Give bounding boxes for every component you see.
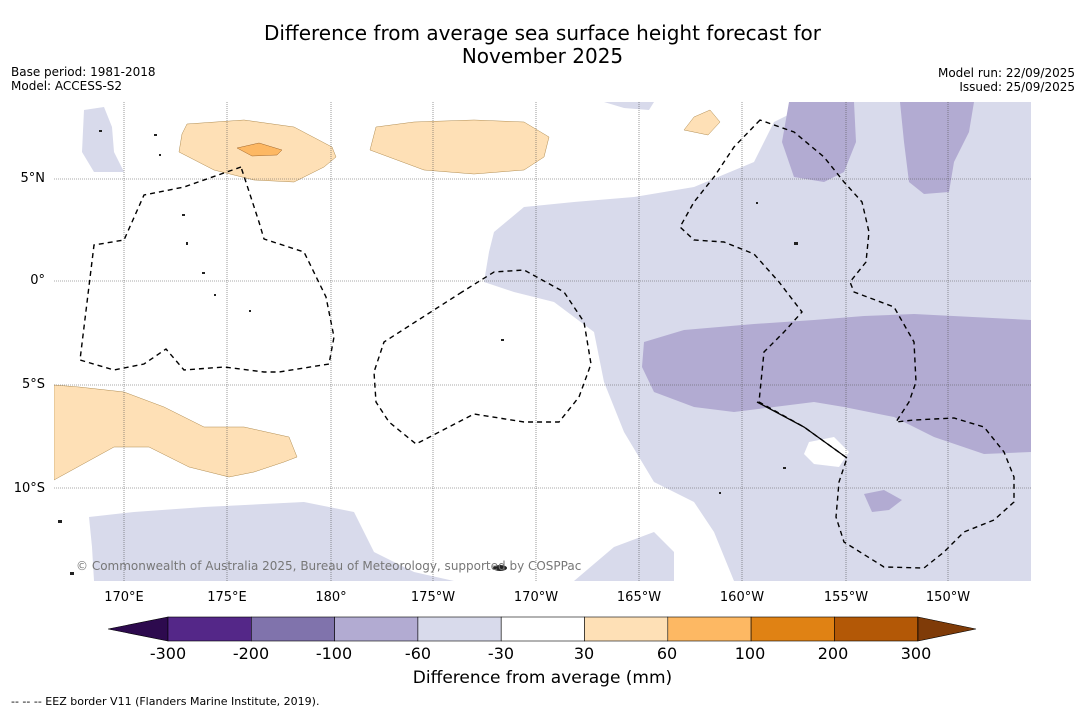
meta-right: Model run: 22/09/2025 Issued: 25/09/2025 <box>938 66 1075 94</box>
region-medium-negative <box>642 102 1031 512</box>
colorbar-segment <box>584 616 669 642</box>
colorbar-high-extension <box>917 616 977 642</box>
tick-300: 300 <box>900 644 932 663</box>
model-run: Model run: 22/09/2025 <box>937 66 1075 80</box>
colorbar-segments <box>167 616 919 642</box>
eez-borders <box>79 119 1015 569</box>
chart-title: Difference from average sea surface heig… <box>0 22 1085 68</box>
lat-label-5n: 5°N <box>20 171 46 186</box>
title-line-1: Difference from average sea surface heig… <box>263 21 822 45</box>
colorbar <box>108 616 977 642</box>
tick-200: 200 <box>817 644 849 663</box>
colorbar-segment <box>417 616 502 642</box>
tick-minus-200: -200 <box>232 644 270 663</box>
lon-label-180: 180° <box>315 590 347 605</box>
colorbar-segment <box>750 616 835 642</box>
colorbar-segment <box>500 616 585 642</box>
base-period: Base period: 1981-2018 <box>11 65 156 79</box>
lon-label-170w: 170°W <box>513 590 559 605</box>
issued-date: Issued: 25/09/2025 <box>959 80 1075 94</box>
lat-label-0: 0° <box>30 273 45 288</box>
lon-label-155w: 155°W <box>823 590 869 605</box>
region-medium-positive <box>236 142 283 157</box>
colorbar-segment <box>667 616 752 642</box>
lon-label-170e: 170°E <box>104 590 144 605</box>
map-svg <box>54 102 1031 581</box>
model-name: Model: ACCESS-S2 <box>11 79 123 93</box>
tick-60: 60 <box>656 644 678 663</box>
title-line-2: November 2025 <box>461 44 624 68</box>
neutral-hole <box>804 437 849 467</box>
eez-footnote: -- -- -- EEZ border V11 (Flanders Marine… <box>11 695 320 708</box>
colorbar-title: Difference from average (mm) <box>412 668 673 688</box>
colorbar-segment <box>167 616 252 642</box>
tick-minus-30: -30 <box>487 644 515 663</box>
sea-height-map <box>54 102 1031 581</box>
lon-label-165w: 165°W <box>616 590 662 605</box>
meta-left: Base period: 1981-2018 Model: ACCESS-S2 <box>11 65 156 93</box>
tick-minus-300: -300 <box>149 644 187 663</box>
map-gridlines <box>54 102 1031 581</box>
colorbar-segment <box>834 616 919 642</box>
lon-label-150w: 150°W <box>925 590 971 605</box>
lon-label-175w: 175°W <box>410 590 456 605</box>
colorbar-low-extension <box>108 616 169 642</box>
tick-30: 30 <box>573 644 595 663</box>
island-specks <box>58 130 798 575</box>
tick-100: 100 <box>734 644 766 663</box>
copyright-notice: © Commonwealth of Australia 2025, Bureau… <box>76 559 582 573</box>
tick-minus-100: -100 <box>315 644 353 663</box>
colorbar-segment <box>251 616 335 642</box>
tick-minus-60: -60 <box>404 644 432 663</box>
lon-label-175e: 175°E <box>207 590 247 605</box>
colorbar-segment <box>334 616 419 642</box>
lat-label-10s: 10°S <box>13 481 45 496</box>
eez-solid-segment <box>756 401 848 459</box>
lat-label-5s: 5°S <box>21 377 45 392</box>
lon-label-160w: 160°W <box>719 590 765 605</box>
